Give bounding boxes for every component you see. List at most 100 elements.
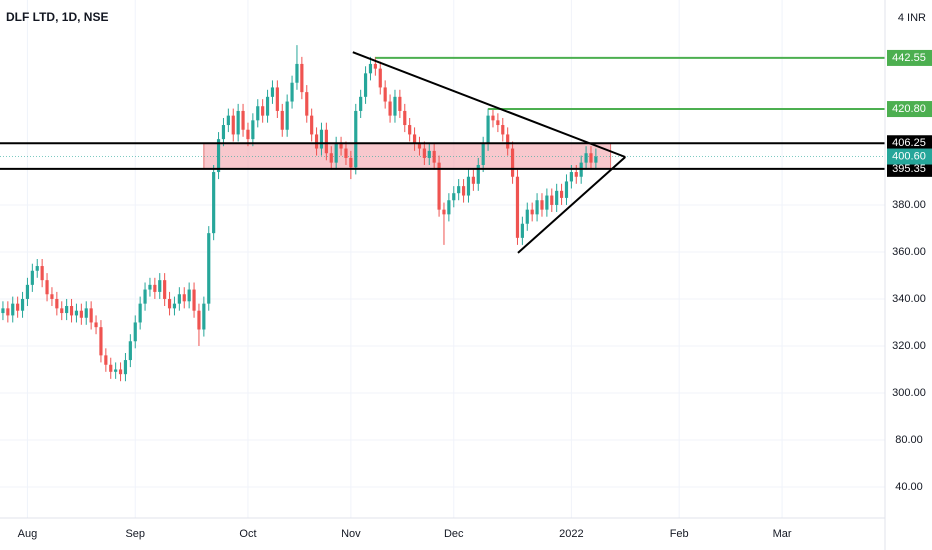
- candle-body: [520, 223, 524, 238]
- candle-body: [349, 157, 353, 168]
- candle-body: [295, 63, 299, 83]
- candle: [530, 202, 534, 222]
- candle: [114, 362, 118, 379]
- candle: [50, 287, 54, 307]
- candle-body: [285, 101, 289, 130]
- candle: [324, 122, 328, 161]
- candle: [515, 169, 520, 245]
- candle-body: [172, 303, 177, 309]
- candle-body: [187, 289, 191, 302]
- candle: [30, 263, 34, 292]
- candle: [510, 141, 515, 184]
- candle: [408, 117, 412, 142]
- x-tick-label: Feb: [670, 528, 689, 540]
- candle: [466, 169, 471, 203]
- candle: [212, 164, 216, 241]
- y-tick-label: 360.00: [892, 246, 926, 258]
- x-tick-label: Dec: [444, 528, 464, 540]
- candle: [40, 259, 44, 288]
- candle: [310, 108, 314, 142]
- candle-body: [123, 360, 128, 375]
- candle-body: [329, 153, 333, 163]
- candle-body: [530, 209, 534, 215]
- candle-body: [535, 200, 539, 215]
- candle-body: [363, 73, 368, 97]
- candle: [202, 296, 206, 337]
- candle-body: [241, 110, 245, 130]
- candle: [133, 315, 137, 349]
- candle-body: [398, 96, 402, 111]
- candle: [192, 282, 196, 318]
- candle-body: [265, 96, 270, 116]
- candle: [65, 298, 69, 321]
- candle-body: [11, 303, 15, 316]
- candle: [427, 143, 431, 165]
- candle-body: [491, 115, 495, 121]
- candle: [261, 99, 265, 123]
- candle: [354, 103, 358, 175]
- candle-body: [104, 355, 108, 365]
- candle-body: [373, 63, 377, 69]
- candle: [305, 85, 309, 123]
- chart-title: DLF LTD, 1D, NSE: [6, 10, 108, 24]
- candle: [6, 301, 10, 323]
- candle: [25, 277, 30, 307]
- candle-body: [143, 289, 147, 304]
- candle-body: [510, 148, 515, 177]
- candle: [501, 117, 505, 142]
- candle: [471, 169, 475, 191]
- candle-body: [550, 195, 554, 205]
- candle: [319, 122, 324, 156]
- candle: [99, 320, 103, 363]
- candle: [437, 155, 441, 217]
- candle-body: [167, 298, 172, 309]
- candle: [236, 103, 240, 142]
- candle: [422, 141, 426, 165]
- candle-body: [50, 294, 54, 299]
- candle-body: [261, 106, 265, 116]
- candle: [1, 301, 5, 321]
- candle: [79, 303, 83, 325]
- candle-body: [506, 134, 510, 149]
- candle-body: [481, 143, 485, 165]
- zone: [203, 142, 612, 170]
- candle-body: [486, 115, 490, 144]
- candle-body: [574, 172, 578, 177]
- candle: [251, 113, 255, 147]
- candle: [270, 80, 275, 104]
- candle-body: [20, 298, 25, 311]
- candle-body: [447, 200, 451, 215]
- level-label: 395.35: [892, 163, 926, 175]
- candle: [417, 136, 422, 156]
- x-tick-label: Oct: [239, 528, 256, 540]
- candle-body: [564, 181, 569, 198]
- level-label: 442.55: [892, 52, 926, 64]
- candle-body: [202, 303, 206, 330]
- candle: [221, 117, 226, 147]
- candle: [525, 202, 529, 231]
- candle-body: [354, 110, 358, 168]
- candle-body: [408, 125, 412, 135]
- candle: [89, 301, 93, 330]
- candle-body: [158, 280, 162, 292]
- candle: [74, 303, 79, 323]
- candle: [241, 103, 245, 137]
- candle-body: [226, 115, 230, 126]
- candle: [45, 273, 49, 302]
- candle-body: [236, 110, 240, 135]
- candle-body: [452, 193, 456, 201]
- candle-body: [177, 294, 181, 304]
- level-label-bg: [887, 135, 932, 152]
- candle-body: [216, 139, 221, 173]
- candle-body: [427, 150, 431, 158]
- candle: [363, 66, 368, 104]
- candle-body: [540, 200, 544, 210]
- candle-body: [45, 280, 49, 295]
- candle-body: [35, 266, 39, 271]
- candle: [197, 303, 201, 346]
- y-tick-label: 380.00: [892, 199, 926, 211]
- candle-body: [256, 106, 260, 121]
- candle-body: [437, 162, 441, 210]
- candle-body: [114, 369, 118, 372]
